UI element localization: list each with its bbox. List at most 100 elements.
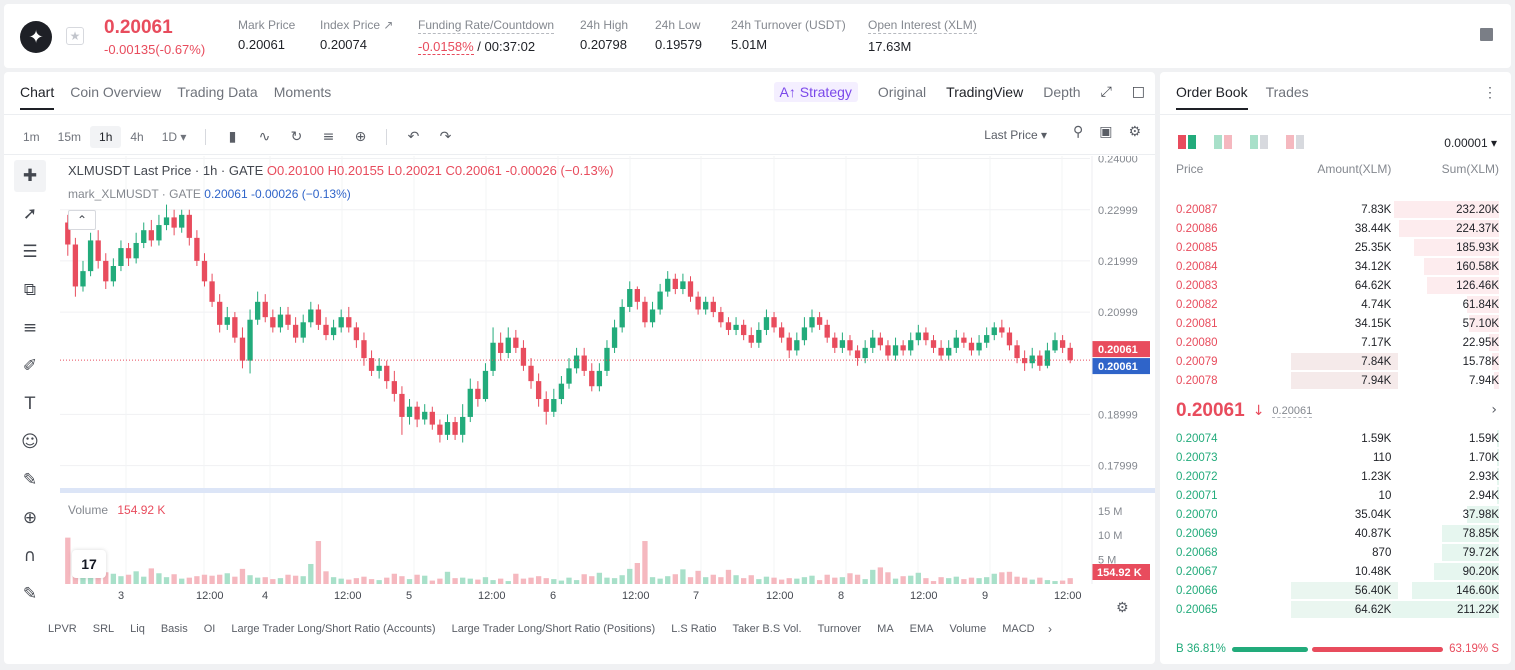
chevron-right-icon[interactable]: › bbox=[1491, 402, 1497, 418]
layout-asks-bids-icon[interactable] bbox=[1214, 135, 1232, 149]
interval-4h[interactable]: 4h bbox=[130, 130, 144, 144]
layout-both-icon[interactable] bbox=[1178, 135, 1196, 149]
interval-15m[interactable]: 15m bbox=[57, 130, 82, 144]
indicator-oi[interactable]: OI bbox=[203, 623, 216, 635]
candle-body bbox=[513, 337, 519, 348]
tab-trades[interactable]: Trades bbox=[1265, 84, 1309, 100]
bid-row[interactable]: 0.20071 10 2.94K bbox=[1160, 486, 1511, 505]
layout-asks-icon[interactable] bbox=[1286, 135, 1304, 149]
price-chart[interactable]: 0.24000 0.22999 0.21999 0.20999 0.18999 0.179… bbox=[60, 156, 1155, 618]
tradingview-logo[interactable]: 17 bbox=[72, 550, 106, 578]
ask-row[interactable]: 0.20087 7.83K 232.20K bbox=[1160, 200, 1511, 219]
indicator-ema[interactable]: EMA bbox=[909, 623, 934, 635]
candle-body bbox=[171, 217, 177, 228]
bid-row[interactable]: 0.20074 1.59K 1.59K bbox=[1160, 429, 1511, 448]
indicator-macd[interactable]: MACD bbox=[1002, 623, 1035, 635]
book-icon[interactable] bbox=[1480, 28, 1493, 41]
candle-body bbox=[824, 324, 830, 338]
ask-row[interactable]: 0.20082 4.74K 61.84K bbox=[1160, 295, 1511, 314]
text-icon[interactable]: T bbox=[24, 394, 36, 414]
tab-trading-data[interactable]: Trading Data bbox=[177, 84, 258, 100]
strategy-button[interactable]: A↑ Strategy bbox=[773, 82, 858, 102]
stat-index-price[interactable]: Index Price ↗ 0.20074 bbox=[320, 18, 393, 52]
fib-icon[interactable]: ≡ bbox=[22, 318, 38, 338]
view-original[interactable]: Original bbox=[877, 84, 927, 100]
horizontal-lines-icon[interactable]: ☰ bbox=[22, 242, 38, 262]
pattern-icon[interactable]: ⧉ bbox=[23, 280, 37, 300]
compare-icon[interactable]: ↻ bbox=[290, 129, 303, 145]
ask-row[interactable]: 0.20083 64.62K 126.46K bbox=[1160, 276, 1511, 295]
candle-body bbox=[194, 237, 200, 261]
volume-bar bbox=[786, 578, 792, 584]
gear-icon[interactable]: ⚙ bbox=[1128, 124, 1141, 140]
depth-bar bbox=[1441, 544, 1499, 561]
indicator-lt-positions[interactable]: Large Trader Long/Short Ratio (Positions… bbox=[451, 623, 656, 635]
interval-1m[interactable]: 1m bbox=[23, 130, 40, 144]
indicator-liq[interactable]: Liq bbox=[130, 623, 145, 635]
indicator-basis[interactable]: Basis bbox=[160, 623, 188, 635]
precision-dropdown[interactable]: 0.00001 ▾ bbox=[1444, 136, 1497, 150]
lock-drawing-icon[interactable]: ✎ bbox=[22, 584, 38, 604]
ask-row[interactable]: 0.20079 7.84K 15.78K bbox=[1160, 352, 1511, 371]
indicator-scroll-right-icon[interactable]: › bbox=[1048, 622, 1052, 636]
price-type-dropdown[interactable]: Last Price ▾ bbox=[984, 128, 1047, 142]
layout-bids-icon[interactable] bbox=[1250, 135, 1268, 149]
bid-row[interactable]: 0.20069 40.87K 78.85K bbox=[1160, 524, 1511, 543]
ask-row[interactable]: 0.20085 25.35K 185.93K bbox=[1160, 238, 1511, 257]
bid-row[interactable]: 0.20066 56.40K 146.60K bbox=[1160, 581, 1511, 600]
chart-toolbar: 1m 15m 1h 4h 1D ▾ ▮ ∿ ↻ ≡ ⊕ ↶ ↷ bbox=[14, 124, 461, 150]
indicator-lpvr[interactable]: LPVR bbox=[48, 623, 77, 635]
fullscreen-icon[interactable]: ⤢ bbox=[1100, 84, 1112, 100]
templates-icon[interactable]: ≡ bbox=[322, 129, 335, 145]
undo-icon[interactable]: ↶ bbox=[407, 129, 420, 145]
bid-row[interactable]: 0.20070 35.04K 37.98K bbox=[1160, 505, 1511, 524]
bid-row[interactable]: 0.20065 64.62K 211.22K bbox=[1160, 600, 1511, 619]
redo-icon[interactable]: ↷ bbox=[439, 129, 452, 145]
indicator-volume[interactable]: Volume bbox=[949, 623, 987, 635]
zoom-in-icon[interactable]: ⊕ bbox=[22, 508, 38, 528]
ask-row[interactable]: 0.20080 7.17K 22.95K bbox=[1160, 333, 1511, 352]
indicator-lt-accounts[interactable]: Large Trader Long/Short Ratio (Accounts) bbox=[231, 623, 436, 635]
bid-row[interactable]: 0.20073 110 1.70K bbox=[1160, 448, 1511, 467]
indicator-srl[interactable]: SRL bbox=[92, 623, 115, 635]
candle-body bbox=[87, 240, 94, 272]
bid-row[interactable]: 0.20067 10.48K 90.20K bbox=[1160, 562, 1511, 581]
bid-row[interactable]: 0.20072 1.23K 2.93K bbox=[1160, 467, 1511, 486]
indicator-ma[interactable]: MA bbox=[877, 623, 894, 635]
indicator-taker-vol[interactable]: Taker B.S Vol. bbox=[732, 623, 802, 635]
search-icon[interactable]: ⚲ bbox=[1072, 124, 1084, 140]
ask-row[interactable]: 0.20086 38.44K 224.37K bbox=[1160, 219, 1511, 238]
interval-1h[interactable]: 1h bbox=[90, 126, 122, 148]
indicators-icon[interactable]: ∿ bbox=[258, 129, 271, 145]
tab-chart[interactable]: Chart bbox=[20, 84, 55, 110]
view-depth[interactable]: Depth bbox=[1043, 84, 1081, 100]
brush-icon[interactable]: ✐ bbox=[22, 356, 38, 376]
depth-bar bbox=[1494, 372, 1499, 389]
trend-line-icon[interactable]: ➚ bbox=[22, 204, 38, 224]
tab-order-book[interactable]: Order Book bbox=[1176, 84, 1248, 110]
volume-bar bbox=[801, 577, 808, 584]
tab-moments[interactable]: Moments bbox=[273, 84, 332, 100]
indicator-turnover[interactable]: Turnover bbox=[817, 623, 862, 635]
window-icon[interactable]: □ bbox=[1131, 84, 1145, 100]
more-options-icon[interactable]: ⋮ bbox=[1483, 84, 1497, 100]
ask-row[interactable]: 0.20078 7.94K 7.94K bbox=[1160, 371, 1511, 390]
collapse-legend-button[interactable]: ⌃ bbox=[68, 210, 96, 230]
ask-row[interactable]: 0.20084 34.12K 160.58K bbox=[1160, 257, 1511, 276]
candle-type-icon[interactable]: ▮ bbox=[228, 129, 237, 145]
scale-settings-icon[interactable]: ⚙ bbox=[1116, 600, 1129, 616]
favorite-star-icon[interactable]: ★ bbox=[66, 27, 84, 45]
view-tradingview[interactable]: TradingView bbox=[946, 84, 1024, 100]
magnet-icon[interactable]: ∩ bbox=[23, 546, 37, 566]
camera-icon[interactable]: ▣ bbox=[1099, 124, 1113, 140]
tab-coin-overview[interactable]: Coin Overview bbox=[70, 84, 162, 100]
ruler-icon[interactable]: ✎ bbox=[22, 470, 38, 490]
bid-row[interactable]: 0.20068 870 79.72K bbox=[1160, 543, 1511, 562]
interval-1d-dropdown[interactable]: 1D ▾ bbox=[161, 130, 187, 144]
crosshair-icon[interactable]: ✚ bbox=[14, 160, 46, 192]
indicator-ls-ratio[interactable]: L.S Ratio bbox=[671, 623, 717, 635]
alert-add-icon[interactable]: ⊕ bbox=[354, 129, 367, 145]
stat-funding-rate[interactable]: Funding Rate/Countdown -0.0158% / 00:37:… bbox=[418, 18, 555, 55]
emoji-icon[interactable]: ☺ bbox=[21, 432, 39, 452]
ask-row[interactable]: 0.20081 34.15K 57.10K bbox=[1160, 314, 1511, 333]
